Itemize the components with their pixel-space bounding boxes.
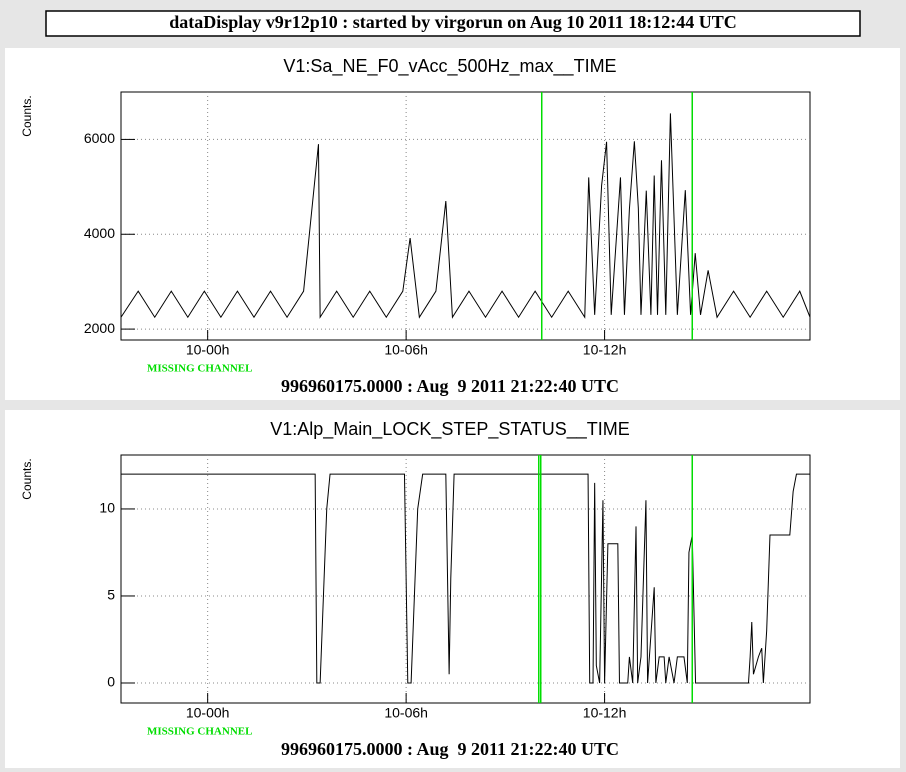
x-tick-label: 10-06h — [384, 705, 428, 721]
y-tick-label: 4000 — [84, 225, 115, 241]
data-line — [120, 113, 811, 319]
x-tick-label: 10-12h — [583, 705, 627, 721]
y-tick-label: 10 — [99, 500, 115, 516]
chart-title: V1:Sa_NE_F0_vAcc_500Hz_max__TIME — [283, 56, 616, 77]
y-axis-label: Counts. — [20, 95, 34, 136]
y-axis-label: Counts. — [20, 458, 34, 499]
plot-frame — [120, 91, 811, 341]
annotation: MISSING CHANNEL — [147, 363, 252, 375]
footer: 996960175.0000 : Aug 9 2011 21:22:40 UTC — [281, 376, 619, 396]
chart-title: V1:Alp_Main_LOCK_STEP_STATUS__TIME — [270, 419, 629, 440]
y-tick-label: 6000 — [84, 130, 115, 146]
x-tick-label: 10-00h — [186, 342, 230, 358]
header-box — [45, 10, 861, 37]
annotation: MISSING CHANNEL — [147, 726, 252, 738]
footer: 996960175.0000 : Aug 9 2011 21:22:40 UTC — [281, 739, 619, 759]
y-tick-label: 2000 — [84, 320, 115, 336]
x-tick-label: 10-12h — [583, 342, 627, 358]
header: dataDisplay v9r12p10 : started by virgor… — [169, 12, 737, 32]
data-line — [121, 473, 810, 684]
y-tick-label: 5 — [107, 587, 115, 603]
plot-frame — [120, 454, 811, 704]
x-tick-label: 10-06h — [384, 342, 428, 358]
x-tick-label: 10-00h — [186, 705, 230, 721]
y-tick-label: 0 — [107, 674, 115, 690]
